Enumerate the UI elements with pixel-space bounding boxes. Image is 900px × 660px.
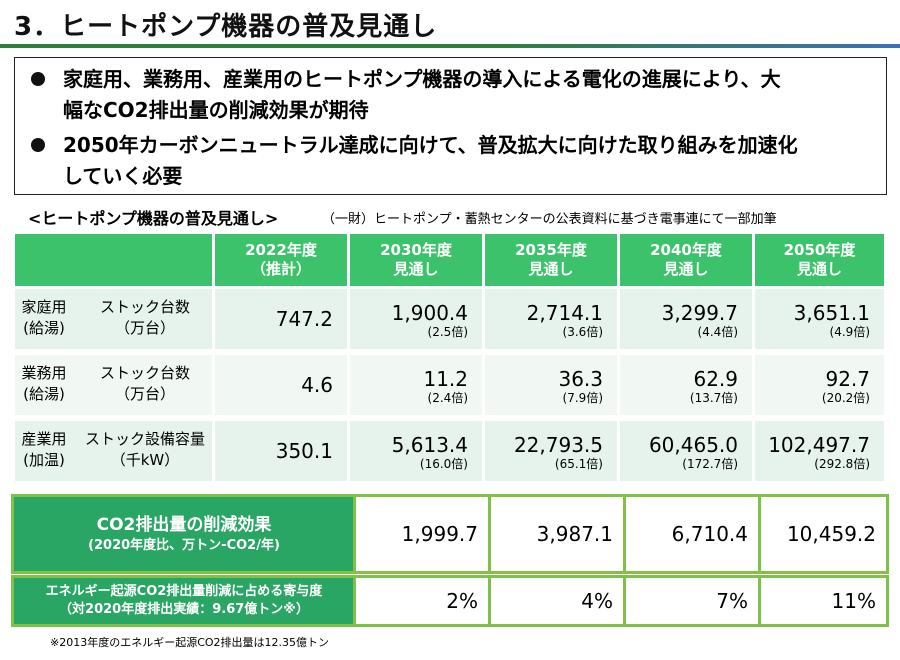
summary-box: 家庭用、業務用、産業用のヒートポンプ機器の導入による電化の進展により、大 幅なCO… [14, 57, 887, 195]
header-corner [15, 234, 212, 286]
table-row [15, 289, 884, 349]
bullet-text: 2050年カーボンニュートラル達成に向けて、普及拡大に向けた取り組みを加速化 [63, 133, 798, 157]
table-cell: 3,651.1 (4.9倍) [793, 301, 870, 339]
table-row [15, 421, 884, 481]
column-header: 2050年度 見通し [755, 234, 884, 286]
column-divider [617, 234, 620, 484]
table-cell: 22,793.5 (65.1倍) [513, 433, 603, 471]
column-header: 2030年度 見通し [350, 234, 482, 286]
row-category: 家庭用 (給湯) [21, 298, 67, 337]
effect-value: 1,999.7 [353, 497, 488, 571]
effect-value: 10,459.2 [758, 497, 886, 571]
column-divider [212, 234, 215, 484]
table-cell: 60,465.0 (172.7倍) [648, 433, 738, 471]
bullet-item: 家庭用、業務用、産業用のヒートポンプ機器の導入による電化の進展により、大 幅なCO… [29, 64, 872, 126]
share-value: 2% [353, 578, 488, 624]
source-note: （一財）ヒートポンプ・蓄熱センターの公表資料に基づき電事連にて一部加筆 [322, 212, 777, 227]
table-cell: 2,714.1 (3.6倍) [526, 301, 603, 339]
bullet-item: 2050年カーボンニュートラル達成に向けて、普及拡大に向けた取り組みを加速化 して… [29, 130, 872, 192]
column-divider [347, 234, 350, 484]
table-row [15, 355, 884, 415]
table-cell: 36.3 (7.9倍) [558, 367, 603, 405]
table-subtitle: <ヒートポンプ機器の普及見通し> [28, 209, 279, 228]
share-label: エネルギー起源CO2排出量削減に占める寄与度 （対2020年度排出実績：9.67… [14, 578, 354, 624]
column-header: 2022年度 （推計） [215, 234, 347, 286]
table-cell: 5,613.4 (16.0倍) [391, 433, 468, 471]
page-title: 3．ヒートポンプ機器の普及見通し [14, 12, 438, 42]
column-header: 2035年度 見通し [485, 234, 617, 286]
share-value: 11% [758, 578, 886, 624]
effect-row [11, 494, 889, 574]
row-metric: ストック台数 （万台） [99, 298, 190, 337]
bullet-dot-icon [31, 138, 45, 152]
bullet-text: していく必要 [63, 164, 183, 188]
table-cell: 3,299.7 (4.4倍) [661, 301, 738, 339]
table-cell: 4.6 [301, 373, 333, 397]
table-cell: 1,900.4 (2.5倍) [391, 301, 468, 339]
table-cell: 62.9 (13.7倍) [689, 367, 738, 405]
column-header: 2040年度 見通し [620, 234, 752, 286]
share-row [11, 575, 889, 627]
title-underline [0, 44, 900, 48]
table-cell: 747.2 [275, 307, 333, 331]
bullet-text: 家庭用、業務用、産業用のヒートポンプ機器の導入による電化の進展により、大 [63, 67, 781, 91]
row-category: 産業用 (加温) [21, 430, 67, 469]
share-value: 7% [623, 578, 758, 624]
table-cell: 11.2 (2.4倍) [423, 367, 468, 405]
share-value: 4% [488, 578, 623, 624]
column-divider [482, 234, 485, 484]
bullet-dot-icon [31, 72, 45, 86]
effect-value: 6,710.4 [623, 497, 758, 571]
row-category: 業務用 (給湯) [21, 364, 67, 403]
column-divider [752, 234, 755, 484]
effect-label: CO2排出量の削減効果 (2020年度比、万トン-CO2/年) [14, 497, 354, 571]
table-cell: 92.7 (20.2倍) [821, 367, 870, 405]
title-bar: 3．ヒートポンプ機器の普及見通し [0, 0, 900, 48]
table-cell: 102,497.7 (292.8倍) [768, 433, 870, 471]
row-metric: ストック設備容量 （千kW） [84, 430, 205, 469]
footnote: ※2013年度のエネルギー起源CO2排出量は12.35億トン [50, 636, 330, 649]
row-metric: ストック台数 （万台） [99, 364, 190, 403]
table-cell: 350.1 [275, 439, 333, 463]
bullet-text: 幅なCO2排出量の削減効果が期待 [63, 98, 369, 122]
effect-value: 3,987.1 [488, 497, 623, 571]
